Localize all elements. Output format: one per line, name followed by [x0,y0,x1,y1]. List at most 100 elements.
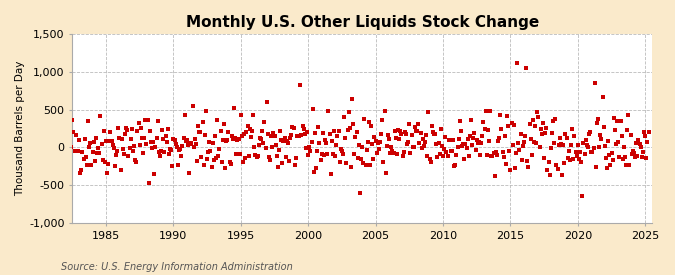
Point [204,140,215,144]
Point [404,122,414,127]
Point [293,134,304,138]
Point [429,132,439,136]
Point [111,152,122,157]
Point [385,151,396,155]
Point [574,150,585,154]
Point [517,144,528,148]
Point [219,166,230,170]
Point [121,126,132,130]
Point [642,140,653,144]
Point [556,142,566,146]
Point [315,158,326,162]
Point [392,152,402,156]
Point [378,160,389,165]
Point [589,81,600,85]
Point [300,146,311,151]
Point [321,141,331,145]
Point [512,60,522,65]
Point [541,125,551,130]
Point [422,154,433,158]
Point [348,122,358,127]
Point [82,119,93,124]
Point [433,140,444,145]
Point [138,151,148,156]
Point [586,150,597,154]
Point [278,139,289,143]
Point [190,137,200,141]
Point [304,145,315,149]
Point [621,162,632,167]
Point [96,142,107,146]
Point [187,104,198,109]
Point [223,130,234,134]
Point [398,150,409,154]
Point [163,152,174,156]
Point [249,145,260,150]
Point [585,130,595,134]
Point [420,140,431,144]
Point [88,140,99,144]
Point [169,138,180,142]
Point [150,145,161,149]
Point [131,160,142,164]
Point [580,138,591,143]
Point [320,138,331,142]
Point [263,155,274,159]
Point [94,151,105,155]
Point [136,136,147,141]
Point [369,134,380,139]
Point [527,118,538,122]
Point [236,113,246,118]
Point [503,123,514,128]
Point [608,116,619,120]
Point [539,156,549,161]
Point [386,145,397,149]
Point [347,97,358,101]
Point [535,127,546,131]
Point [82,163,92,167]
Point [141,142,152,146]
Point [175,147,186,151]
Point [209,158,219,162]
Point [574,157,585,161]
Point [342,128,353,132]
Point [406,133,417,138]
Point [435,127,446,131]
Point [596,137,607,141]
Point [362,139,373,144]
Point [515,132,526,136]
Point [65,145,76,149]
Point [518,140,529,144]
Point [529,140,539,144]
Point [483,128,493,133]
Y-axis label: Thousand Barrels per Day: Thousand Barrels per Day [15,61,25,196]
Point [415,131,426,136]
Point [358,160,369,165]
Point [551,162,562,167]
Text: Source: U.S. Energy Information Administration: Source: U.S. Energy Information Administ… [61,262,292,272]
Point [256,129,267,133]
Point [637,155,647,160]
Point [383,137,394,142]
Point [634,142,645,147]
Point [526,153,537,157]
Point [202,150,213,155]
Point [103,161,113,166]
Point [410,125,421,129]
Point [423,110,434,114]
Point [443,138,454,142]
Point [163,127,173,131]
Point [591,164,601,169]
Point [273,148,284,153]
Point [525,136,536,141]
Point [306,140,317,145]
Point [484,139,495,143]
Point [447,148,458,153]
Point [452,145,463,149]
Point [124,146,135,150]
Point [70,133,81,138]
Point [298,127,309,131]
Point [410,129,421,133]
Point [497,150,508,155]
Point [571,153,582,158]
